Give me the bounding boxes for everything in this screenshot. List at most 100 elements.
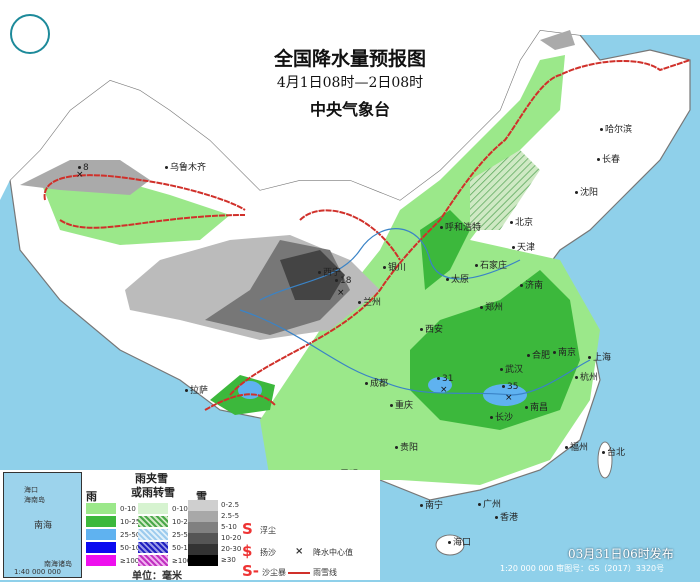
city-label: 福州	[565, 440, 588, 453]
city-label: 杭州	[575, 370, 598, 383]
legend-label: ≥100	[120, 557, 140, 565]
city-label: 成都	[365, 376, 388, 389]
swatch-snow-5-10	[188, 522, 218, 533]
swatch-snow-30	[188, 555, 218, 566]
rain-snow-line	[43, 59, 691, 411]
legend-label: 50-100	[120, 544, 145, 552]
swatch-mixed-10-25	[138, 516, 168, 527]
city-label: 拉萨	[185, 383, 208, 396]
swatch-mixed-100	[138, 555, 168, 566]
swatch-rain-10-25	[86, 516, 116, 527]
legend-mixed-title-2: 或雨转雪	[131, 486, 175, 499]
legend-symbol-label: 浮尘	[260, 526, 276, 535]
city-label: 上海	[588, 350, 611, 363]
inset-label: 南海诸岛	[44, 560, 72, 568]
rain-snow-line-icon	[288, 572, 310, 574]
legend-snow-title: 雪	[196, 490, 207, 503]
inset-sea: 南海	[34, 521, 53, 531]
swatch-snow-10-20	[188, 533, 218, 544]
city-label: 石家庄	[475, 258, 507, 271]
svg-text:×: ×	[76, 170, 84, 180]
legend-label: ≥30	[221, 556, 236, 564]
blowing-sand-icon: $	[242, 542, 253, 560]
city-label: 南宁	[420, 498, 443, 511]
city-label: 南昌	[525, 400, 548, 413]
mixed-0-10-area	[470, 150, 540, 230]
center-value: 31	[437, 374, 453, 384]
legend-panel: 海口 海南岛 南海 南海诸岛 1:40 000 000 雨 雨夹雪 或雨转雪 雪…	[0, 470, 380, 582]
center-value: 18	[335, 276, 351, 286]
svg-text:×: ×	[440, 385, 448, 395]
precip-center-icon: ×	[295, 546, 304, 557]
legend-label: 5-10	[221, 523, 237, 531]
city-label: 武汉	[500, 362, 523, 375]
legend-label: 25-50	[120, 531, 141, 539]
legend-symbol-label: 沙尘暴	[262, 568, 286, 577]
legend-label: 20-30	[221, 545, 242, 553]
svg-text:×: ×	[505, 393, 513, 403]
legend-rain-title: 雨	[86, 490, 97, 503]
swatch-rain-50-100	[86, 542, 116, 553]
legend-label: 2.5-5	[221, 512, 240, 520]
city-label: 香港	[495, 510, 518, 523]
swatch-rain-25-50	[86, 529, 116, 540]
legend-symbol-label: 扬沙	[260, 548, 276, 557]
center-value: 8	[78, 163, 89, 173]
swatch-mixed-50-100	[138, 542, 168, 553]
city-label: 贵阳	[395, 440, 418, 453]
legend-label: 10-20	[221, 534, 242, 542]
city-label: 南京	[553, 345, 576, 358]
land-neighbors	[0, 0, 700, 200]
issue-time: 03月31日06时发布	[568, 547, 674, 561]
snow-heavy-area	[280, 250, 345, 300]
city-label: 西宁	[318, 265, 341, 278]
swatch-snow-20-30	[188, 544, 218, 555]
precip-center-marker: × × × ×	[76, 170, 513, 403]
city-label: 乌鲁木齐	[165, 160, 206, 173]
legend-label: 25-50	[172, 531, 193, 539]
svg-text:×: ×	[337, 288, 345, 298]
legend-label: 0-10	[172, 505, 188, 513]
city-label: 台北	[602, 445, 625, 458]
city-label: 广州	[478, 497, 501, 510]
city-label: 海口	[448, 535, 471, 548]
city-label: 重庆	[390, 398, 413, 411]
swatch-mixed-0-10	[138, 503, 168, 514]
city-label: 北京	[510, 215, 533, 228]
legend-symbol-label: 雨雪线	[313, 568, 337, 577]
city-label: 合肥	[527, 348, 550, 361]
legend-unit: 单位：毫米	[132, 571, 182, 582]
city-label: 沈阳	[575, 185, 598, 198]
swatch-snow-2.5-5	[188, 511, 218, 522]
forecast-period: 4月1日08时—2日08时	[276, 75, 424, 91]
legend-label: ≥100	[172, 557, 192, 565]
inset-city: 海口	[24, 486, 38, 494]
city-label: 哈尔滨	[600, 122, 632, 135]
legend-label: 0-10	[120, 505, 136, 513]
city-label: 长沙	[490, 410, 513, 423]
floating-dust-icon: S	[242, 520, 253, 538]
rain-10-25-area	[410, 270, 580, 430]
swatch-rain-100	[86, 555, 116, 566]
city-label: 兰州	[358, 295, 381, 308]
swatch-rain-0-10	[86, 503, 116, 514]
legend-label: 10-25	[172, 518, 193, 526]
agency-name: 中央气象台	[309, 100, 390, 119]
legend-label: 0-2.5	[221, 501, 240, 509]
city-label: 呼和浩特	[440, 220, 481, 233]
inset-island: 海南岛	[24, 496, 45, 504]
inset-scale: 1:40 000 000	[14, 568, 61, 576]
snow-xinjiang-area	[20, 160, 150, 195]
city-label: 太原	[446, 272, 469, 285]
sandstorm-icon: S-	[242, 562, 260, 580]
south-china-sea-inset: 海口 海南岛 南海 南海诸岛 1:40 000 000	[3, 472, 82, 578]
map-approval-number: 1:20 000 000 审图号：GS（2017）3320号	[500, 564, 665, 573]
map-title: 全国降水量预报图	[273, 48, 426, 70]
snow-northeast-area	[540, 30, 575, 50]
legend-mixed-title-1: 雨夹雪	[135, 472, 168, 485]
city-label: 郑州	[480, 300, 503, 313]
swatch-mixed-25-50	[138, 529, 168, 540]
city-label: 天津	[512, 240, 535, 253]
city-label: 银川	[383, 260, 406, 273]
